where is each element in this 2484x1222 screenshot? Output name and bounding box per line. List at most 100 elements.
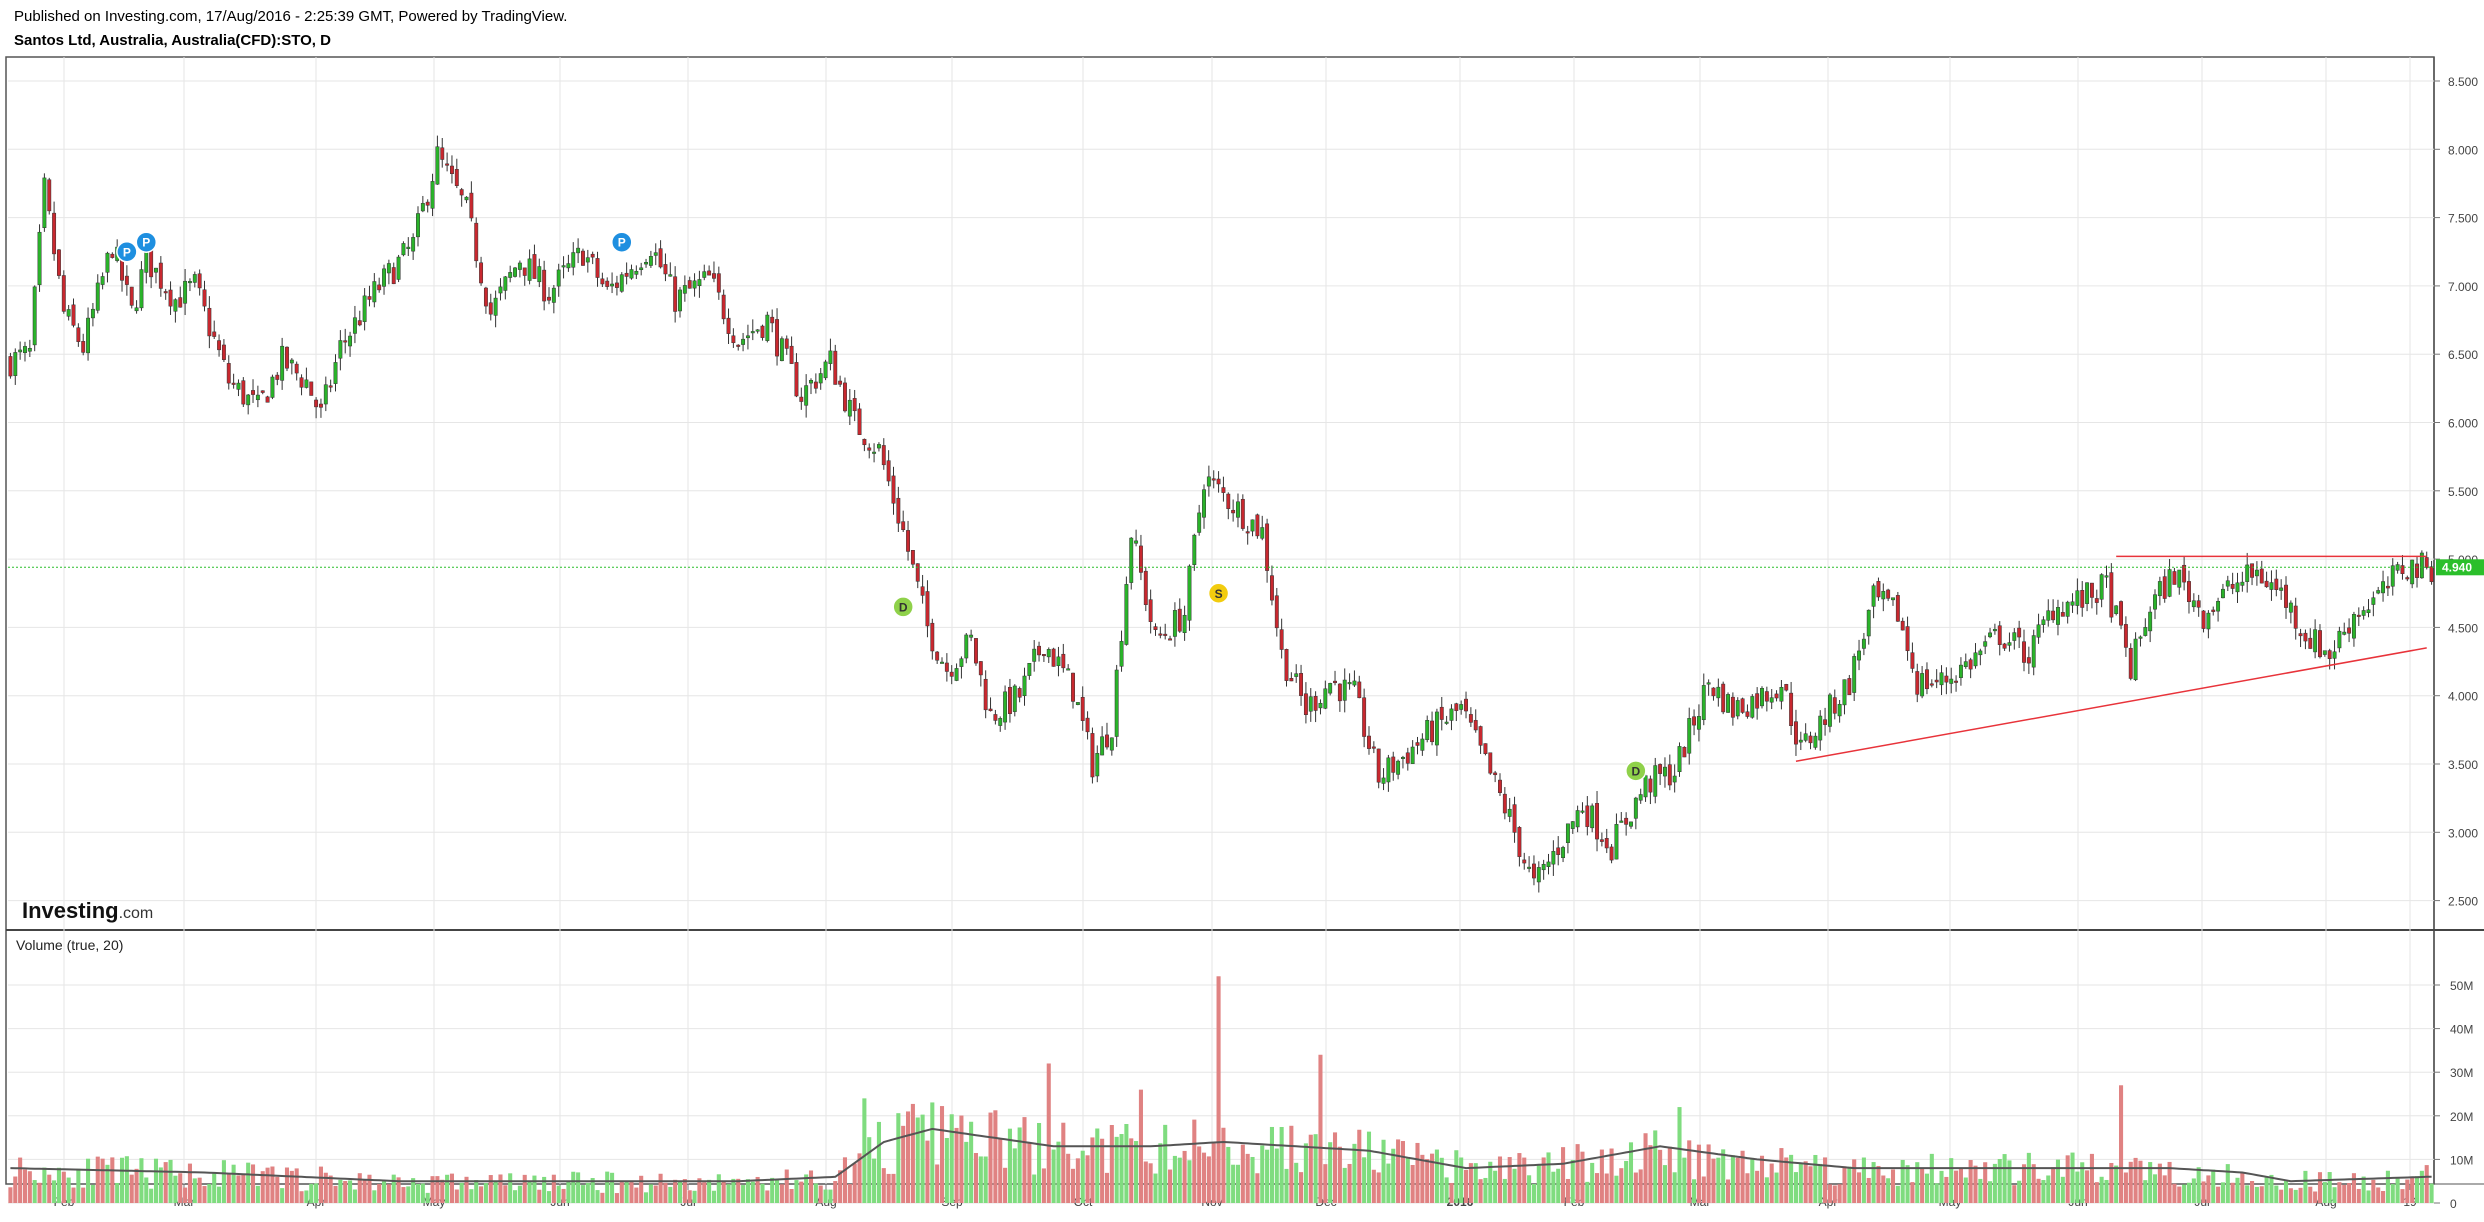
volume-bar-up [1080, 1150, 1085, 1203]
price-tick-label: 7.000 [2448, 280, 2478, 294]
volume-bar-down [435, 1176, 440, 1203]
candle-down [673, 276, 678, 312]
volume-bar-up [1677, 1107, 1682, 1203]
candle-down [1245, 531, 1250, 534]
volume-bar-up [221, 1160, 226, 1203]
candle-up [1328, 683, 1333, 694]
candle-up [1760, 688, 1764, 707]
candle-down [901, 521, 906, 530]
volume-bar-down [1332, 1132, 1338, 1203]
volume-bar-down [1735, 1157, 1740, 1203]
candle-up [2036, 624, 2041, 638]
candle-up [692, 280, 697, 289]
volume-bar-down [2337, 1182, 2342, 1203]
candle-up [2313, 629, 2318, 653]
candle-up [1992, 628, 1997, 632]
volume-bar-up [876, 1121, 881, 1203]
candle-up [1420, 738, 1425, 751]
volume-bar-up [1818, 1163, 1823, 1203]
candle-down [76, 327, 81, 342]
volume-bar-down [178, 1173, 183, 1203]
volume-bar-down [440, 1179, 445, 1203]
candle-up [755, 329, 760, 332]
volume-bar-down [81, 1187, 86, 1203]
candle-up [23, 346, 27, 354]
volume-bar-down [2371, 1179, 2376, 1203]
volume-bar-up [56, 1167, 61, 1203]
candle-down [2172, 571, 2177, 585]
candle-down [2259, 568, 2264, 584]
volume-bar-down [129, 1174, 134, 1203]
volume-bar-down [973, 1152, 979, 1203]
candle-up [105, 252, 110, 273]
volume-bar-up [1260, 1145, 1265, 1203]
volume-bar-down [1497, 1156, 1503, 1203]
volume-bar-up [1017, 1127, 1022, 1203]
candle-up [1236, 501, 1240, 518]
volume-bar-down [1415, 1142, 1420, 1203]
price-tick-label: 8.000 [2448, 143, 2478, 157]
volume-bar-up [144, 1177, 149, 1203]
candle-up [1095, 753, 1100, 777]
candle-down [813, 381, 818, 389]
candle-down [886, 460, 891, 482]
volume-bar-down [522, 1174, 527, 1203]
candle-down [789, 345, 794, 364]
event-marker-s[interactable]: S [1207, 582, 1230, 604]
event-marker-d[interactable]: D [892, 596, 914, 618]
candle-up [2235, 582, 2240, 593]
candle-down [1915, 671, 1920, 695]
volume-bar-up [2274, 1185, 2279, 1203]
volume-bar-down [784, 1169, 789, 1203]
volume-bar-up [2283, 1180, 2289, 1203]
candle-down [1711, 687, 1716, 697]
candle-up [1410, 746, 1415, 764]
volume-bar-down [2279, 1189, 2284, 1203]
candle-down [1303, 693, 1308, 715]
volume-bar-up [1158, 1143, 1163, 1203]
event-marker-p[interactable]: P [135, 231, 158, 253]
volume-bar-down [1100, 1138, 1105, 1203]
candle-up [1735, 700, 1740, 717]
volume-bar-down [1507, 1157, 1512, 1203]
candle-up [2148, 611, 2153, 632]
volume-bar-down [454, 1189, 459, 1203]
volume-bar-up [1939, 1170, 1944, 1203]
candle-up [396, 256, 401, 280]
event-marker-p[interactable]: P [611, 231, 633, 253]
candle-down [1255, 514, 1260, 537]
volume-bar-down [1706, 1144, 1711, 1203]
volume-bar-down [2313, 1191, 2318, 1203]
volume-bar-up [964, 1141, 969, 1203]
candle-up [2138, 636, 2143, 639]
candle-down [930, 622, 935, 652]
candle-up [1100, 736, 1105, 756]
event-marker-p[interactable]: P [116, 241, 138, 263]
volume-bar-up [1861, 1157, 1866, 1203]
volume-bar-down [1944, 1176, 1949, 1203]
volume-bar-down [842, 1157, 848, 1203]
candle-down [1522, 859, 1527, 864]
candle-down [1473, 720, 1478, 731]
volume-bar-up [2220, 1182, 2225, 1203]
volume-bar-down [265, 1167, 270, 1203]
volume-bar-up [508, 1173, 513, 1203]
candle-down [1692, 716, 1697, 726]
event-marker-d[interactable]: D [1625, 760, 1647, 782]
candle-down [425, 201, 430, 206]
candle-up [348, 335, 353, 347]
event-marker-label: D [899, 600, 908, 614]
candle-down [1071, 672, 1075, 702]
candle-up [653, 252, 658, 256]
volume-bar-up [139, 1158, 144, 1203]
volume-bar-down [1755, 1170, 1760, 1203]
event-marker-badge [116, 241, 138, 263]
candle-down [1944, 675, 1949, 683]
candle-down [896, 497, 901, 524]
candle-up [610, 283, 615, 287]
candle-down [716, 273, 721, 293]
volume-bar-up [677, 1181, 683, 1203]
volume-bar-up [1531, 1183, 1536, 1203]
